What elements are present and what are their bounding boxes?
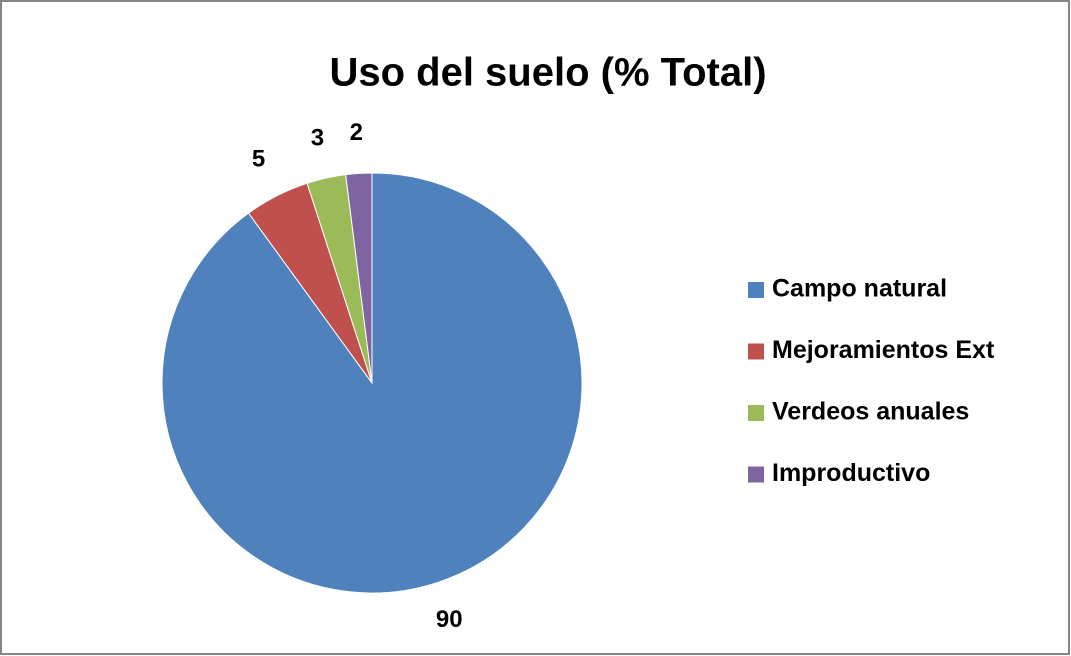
legend-label: Verdeos anuales bbox=[772, 398, 969, 426]
data-label: 2 bbox=[350, 119, 363, 146]
legend-label: Campo natural bbox=[772, 275, 947, 303]
legend-swatch bbox=[748, 282, 764, 298]
data-label: 5 bbox=[252, 146, 265, 173]
data-label: 3 bbox=[311, 124, 324, 151]
legend-swatch bbox=[748, 343, 764, 360]
legend-swatch bbox=[748, 466, 764, 483]
legend-label: Improductivo bbox=[772, 459, 930, 487]
chart-title: Uso del suelo (% Total) bbox=[329, 51, 766, 95]
pie-slice bbox=[345, 172, 373, 384]
legend-label: Mejoramientos Ext bbox=[772, 336, 995, 364]
data-label: 90 bbox=[436, 606, 463, 633]
legend-swatch bbox=[748, 405, 764, 421]
